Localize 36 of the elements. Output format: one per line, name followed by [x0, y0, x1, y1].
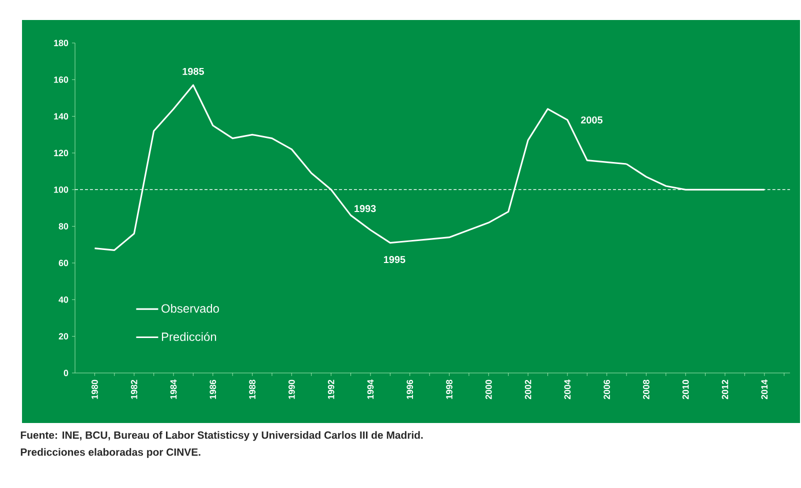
x-tick-label: 1980 [92, 380, 98, 399]
x-tick-label: 1998 [446, 380, 452, 399]
x-tick-label: 2002 [524, 380, 532, 400]
x-tick-label: 2014 [761, 380, 768, 400]
y-tick-label: 160 [54, 76, 68, 83]
annotation: 1995 [384, 256, 406, 264]
x-tick-label: 1996 [406, 380, 414, 399]
x-tick-label: 1990 [288, 380, 295, 399]
legend-label: Predicción [162, 332, 216, 342]
y-tick-label: 120 [54, 150, 68, 156]
x-tick-label: 2012 [722, 380, 728, 400]
annotation: 2005 [580, 116, 603, 124]
y-tick-label: 80 [58, 223, 68, 230]
source-note: Fuente: INE, BCU, Bureau of Labor Statisticsy y Universidad Carlos III de Madrid. [20, 431, 423, 441]
y-tick-label: 100 [54, 186, 68, 193]
y-tick-label: 60 [58, 260, 68, 266]
annotation: 1993 [354, 205, 376, 212]
legend-label: Observado [162, 304, 219, 313]
x-tick-label: 2000 [485, 380, 492, 400]
annotation: 1985 [182, 68, 204, 75]
x-tick-label: 1982 [130, 380, 138, 399]
x-tick-label: 1992 [328, 380, 334, 399]
y-tick-label: 40 [58, 296, 68, 303]
x-tick-label: 2006 [604, 380, 610, 400]
x-tick-label: 2008 [643, 380, 650, 400]
y-tick-label: 20 [58, 333, 68, 340]
x-tick-label: 1984 [170, 380, 177, 399]
x-tick-label: 1988 [249, 380, 256, 399]
x-tick-label: 1986 [210, 380, 216, 399]
x-tick-label: 1994 [367, 380, 374, 399]
y-tick-label: 0 [64, 370, 68, 376]
y-tick-label: 180 [54, 40, 68, 46]
x-tick-label: 2010 [682, 380, 689, 400]
y-tick-label: 140 [54, 113, 68, 120]
text: Predicciones elaboradas por CINVE. [20, 448, 200, 458]
x-tick-label: 2004 [564, 380, 571, 400]
